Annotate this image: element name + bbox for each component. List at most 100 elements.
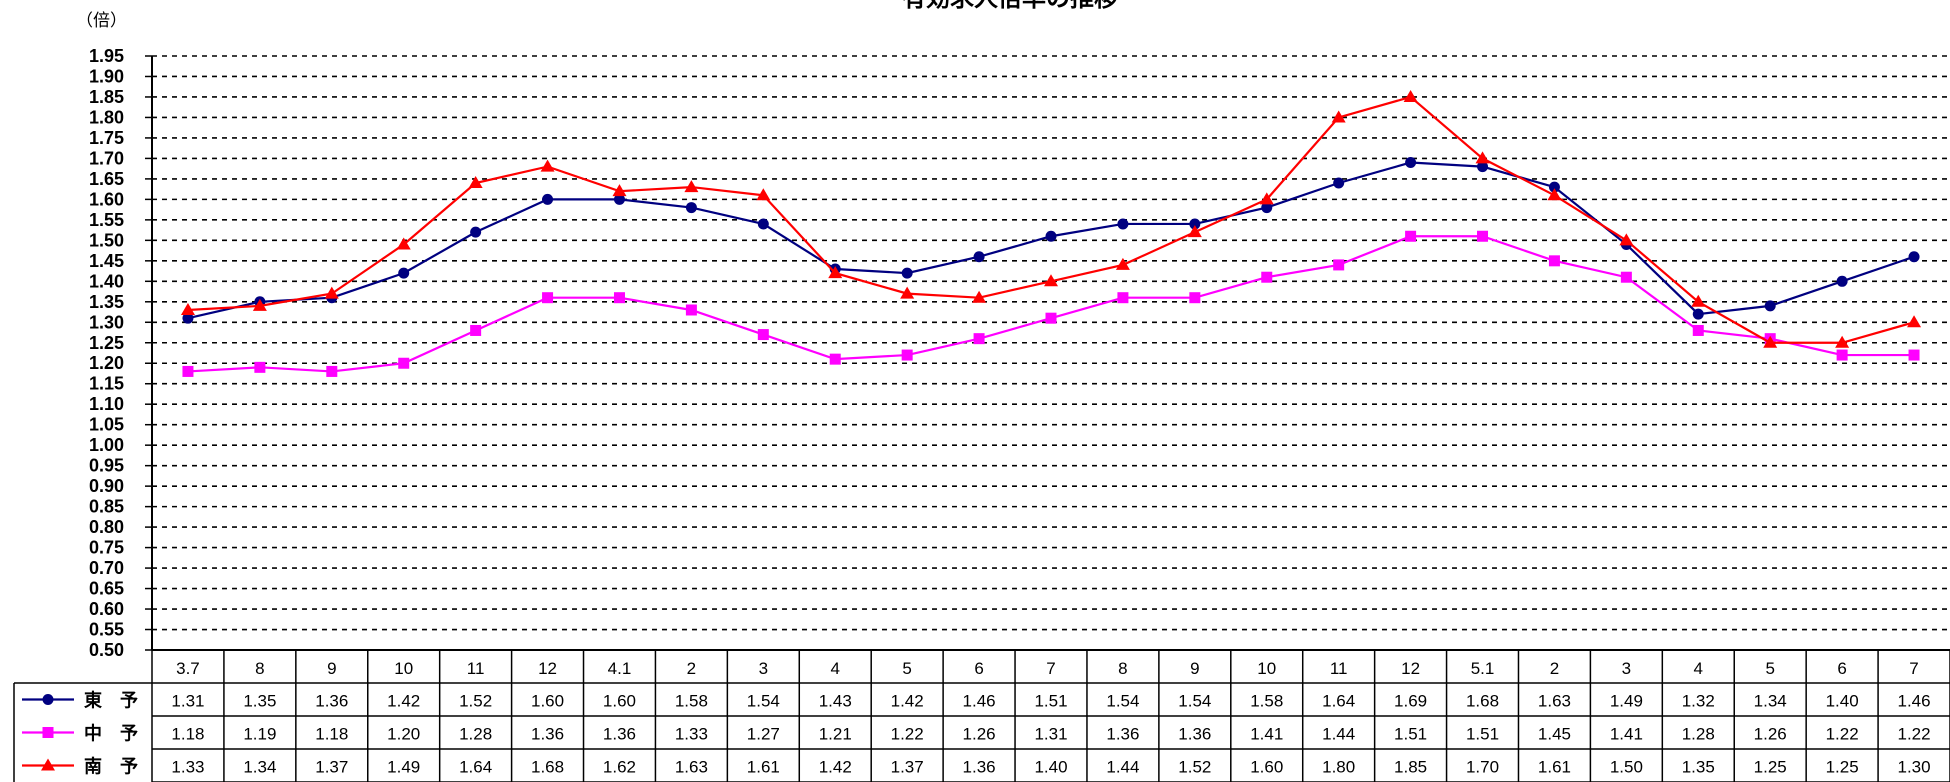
data-point xyxy=(1261,271,1273,283)
data-point xyxy=(1764,300,1776,312)
data-point xyxy=(42,694,54,705)
gridlines xyxy=(151,55,1950,650)
table-value-cell: 1.36 xyxy=(1106,725,1139,744)
y-tick-label: 1.75 xyxy=(89,128,124,148)
data-point xyxy=(613,193,625,205)
data-point xyxy=(684,180,699,193)
table-value-cell: 1.68 xyxy=(1466,692,1499,711)
table-value-cell: 1.22 xyxy=(1897,725,1930,744)
table-value-cell: 1.52 xyxy=(1178,758,1211,777)
y-tick-label: 1.15 xyxy=(89,374,124,394)
data-point xyxy=(468,175,483,188)
table-value-cell: 1.36 xyxy=(963,758,996,777)
data-point xyxy=(756,188,771,201)
data-point xyxy=(254,361,266,373)
data-point xyxy=(326,365,338,377)
table-value-cell: 1.44 xyxy=(1322,725,1355,744)
x-category-label: 10 xyxy=(1257,659,1276,678)
table-value-cell: 1.36 xyxy=(603,725,636,744)
y-tick-label: 1.90 xyxy=(89,66,124,86)
data-point xyxy=(182,312,194,324)
data-point xyxy=(757,218,769,230)
series-line xyxy=(187,235,1915,373)
x-category-label: 4.1 xyxy=(608,659,632,678)
y-tick-label: 1.85 xyxy=(89,87,124,107)
data-point xyxy=(1044,274,1058,287)
y-tick-label: 1.40 xyxy=(89,271,124,291)
y-tick-label: 1.65 xyxy=(89,169,124,189)
table-value-cell: 1.18 xyxy=(171,725,204,744)
y-tick-label: 0.90 xyxy=(89,476,124,496)
table-value-cell: 1.85 xyxy=(1394,758,1427,777)
x-category-label: 2 xyxy=(687,659,696,678)
y-tick-label: 0.85 xyxy=(89,497,124,517)
y-tick-label: 0.60 xyxy=(89,599,124,619)
x-category-label: 9 xyxy=(1190,659,1199,678)
data-point xyxy=(1261,202,1273,214)
data-point xyxy=(901,349,913,361)
data-point xyxy=(1763,335,1778,348)
table-value-cell: 1.58 xyxy=(1250,692,1283,711)
table-value-cell: 1.25 xyxy=(1826,758,1859,777)
data-point xyxy=(324,286,339,299)
table-value-cell: 1.35 xyxy=(1682,758,1715,777)
data-point xyxy=(972,290,987,303)
x-category-label: 8 xyxy=(255,659,264,678)
x-category-label: 8 xyxy=(1118,659,1127,678)
y-tick-label: 1.45 xyxy=(89,251,124,271)
data-point xyxy=(398,267,410,279)
data-point xyxy=(1907,315,1922,328)
table-value-cell: 1.64 xyxy=(459,758,492,777)
table-value-cell: 1.28 xyxy=(459,725,492,744)
x-category-label: 3.7 xyxy=(176,659,200,678)
x-category-label: 5 xyxy=(1765,659,1774,678)
table-value-cell: 1.22 xyxy=(891,725,924,744)
table-value-cell: 1.49 xyxy=(1610,692,1643,711)
table-value-cell: 1.42 xyxy=(387,692,420,711)
data-point xyxy=(1403,89,1418,102)
data-point xyxy=(973,333,985,345)
table-value-cell: 1.26 xyxy=(1754,725,1787,744)
table-value-cell: 1.41 xyxy=(1250,725,1283,744)
table-value-cell: 1.63 xyxy=(1538,692,1571,711)
table-value-cell: 1.28 xyxy=(1682,725,1715,744)
data-point xyxy=(182,365,194,377)
data-point xyxy=(1835,335,1850,348)
data-point xyxy=(252,298,267,311)
data-table: 3.7 8 9 10 11 12 4.1 2 3 4 5 6 7 8 9 10 11 12 5.1 2 3 4 5 6 7 東 予… xyxy=(13,649,1950,782)
y-tick-label: 1.50 xyxy=(89,230,124,250)
table-value-cell: 1.31 xyxy=(1034,725,1067,744)
table-value-cell: 1.21 xyxy=(819,725,852,744)
data-point xyxy=(1620,271,1632,283)
x-category-label: 6 xyxy=(1837,659,1846,678)
y-tick-label: 1.70 xyxy=(89,148,124,168)
data-point xyxy=(1405,157,1417,169)
table-value-cell: 1.80 xyxy=(1322,758,1355,777)
data-point xyxy=(828,266,843,279)
data-point xyxy=(1691,294,1706,307)
data-point xyxy=(1908,349,1920,361)
data-point xyxy=(685,202,697,214)
y-tick-label: 1.95 xyxy=(89,46,124,66)
data-point xyxy=(829,353,841,365)
data-point xyxy=(180,302,195,315)
x-category-label: 4 xyxy=(831,659,840,678)
y-tick-label: 0.80 xyxy=(89,517,124,537)
data-point xyxy=(396,237,411,250)
y-tick-label: 0.50 xyxy=(89,640,124,660)
y-tick-label: 1.25 xyxy=(89,333,124,353)
data-point xyxy=(1908,251,1920,263)
data-point xyxy=(1331,110,1346,123)
data-point xyxy=(1259,192,1274,205)
data-point xyxy=(685,304,697,316)
y-tick-label: 1.00 xyxy=(89,435,124,455)
y-tick-label: 0.65 xyxy=(89,579,124,599)
table-value-cell: 1.25 xyxy=(1754,758,1787,777)
data-point xyxy=(1045,230,1057,242)
data-point xyxy=(470,324,482,336)
table-value-cell: 1.22 xyxy=(1826,725,1859,744)
table-value-cell: 1.35 xyxy=(243,692,276,711)
data-point xyxy=(1189,292,1201,304)
table-value-cell: 1.45 xyxy=(1538,725,1571,744)
x-category-label: 3 xyxy=(1622,659,1631,678)
